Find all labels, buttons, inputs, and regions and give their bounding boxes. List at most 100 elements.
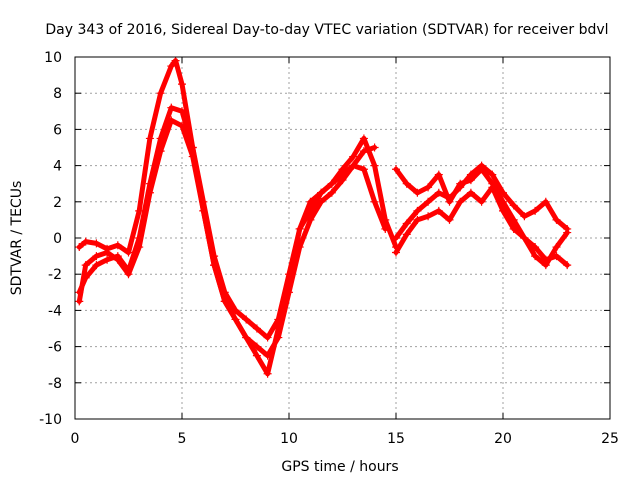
y-tick-label: 0 (53, 231, 62, 247)
series-line (76, 58, 378, 377)
data-point (252, 324, 261, 333)
data-point (75, 243, 84, 252)
data-point (499, 206, 507, 215)
data-point (424, 183, 433, 192)
data-point (317, 197, 326, 206)
y-tick-label: -2 (48, 267, 62, 283)
y-tick-labels: -10 -8 -6 -4 -2 0 2 4 6 8 10 (39, 50, 62, 428)
data-point (424, 212, 433, 221)
x-tick-label: 25 (601, 431, 619, 447)
data-point (92, 239, 101, 248)
data-point (520, 212, 529, 221)
data-point (520, 234, 529, 242)
data-point (402, 230, 411, 239)
data-point (178, 107, 186, 116)
data-point (434, 206, 443, 215)
data-point (445, 194, 454, 203)
data-point (306, 215, 315, 224)
y-tick-label: -6 (48, 340, 62, 356)
x-tick-labels: 0 5 10 15 20 25 (71, 431, 619, 447)
y-axis-title: SDTVAR / TECUs (9, 181, 25, 296)
data-point (295, 243, 304, 252)
data-point (402, 179, 411, 188)
data-point (466, 188, 475, 197)
y-tick-label: -8 (48, 376, 62, 392)
data-point (338, 176, 347, 185)
data-point (113, 255, 122, 264)
y-tick-label: 6 (53, 122, 62, 138)
data-point (477, 197, 486, 206)
data-point (92, 252, 101, 261)
data-point (413, 206, 422, 215)
series-track-3 (75, 116, 390, 360)
data-point (541, 197, 550, 206)
data-point (242, 333, 251, 342)
data-point (178, 121, 186, 130)
data-point (552, 243, 561, 252)
data-point (199, 206, 208, 215)
data-point (263, 333, 272, 342)
data-point (92, 261, 101, 270)
series-track-1 (75, 56, 379, 378)
data-point (552, 252, 561, 261)
data-point (477, 161, 486, 170)
data-point (349, 161, 358, 170)
data-point (81, 237, 90, 246)
data-point (466, 170, 475, 179)
data-point (327, 179, 336, 188)
data-point (541, 255, 550, 264)
data-point (338, 165, 347, 174)
x-tick-label: 15 (387, 431, 405, 447)
data-point (231, 315, 240, 324)
data-point (370, 197, 379, 206)
y-tick-label: 8 (53, 86, 62, 102)
y-tick-label: -4 (48, 303, 62, 319)
data-point (349, 152, 358, 161)
data-point (252, 351, 261, 360)
series-group (75, 56, 572, 378)
data-point (167, 62, 176, 71)
x-tick-label: 0 (71, 431, 80, 447)
data-point (145, 188, 154, 197)
data-point (424, 197, 433, 206)
data-point (81, 261, 90, 270)
data-point (220, 297, 229, 306)
data-point (252, 342, 261, 351)
x-tick-label: 5 (178, 431, 187, 447)
data-point (402, 219, 411, 228)
data-point (113, 241, 122, 250)
series-track-5 (392, 183, 572, 270)
data-point (124, 270, 133, 279)
data-point (499, 188, 507, 197)
data-point (445, 215, 454, 224)
data-point (103, 255, 112, 264)
data-point (103, 248, 112, 257)
data-point (563, 261, 572, 270)
data-point (171, 56, 180, 65)
data-point (156, 89, 165, 98)
data-point (563, 224, 572, 233)
data-point (188, 152, 197, 161)
data-point (381, 224, 390, 233)
data-point (263, 369, 272, 378)
y-tick-label: 10 (44, 50, 62, 66)
data-point (135, 206, 144, 215)
data-point (327, 188, 336, 197)
chart-title: Day 343 of 2016, Sidereal Day-to-day VTE… (45, 22, 608, 38)
y-tick-label: 2 (53, 195, 62, 211)
data-point (488, 183, 497, 192)
data-point (359, 134, 368, 143)
data-point (210, 261, 219, 270)
axis-ticks (74, 56, 611, 420)
data-point (509, 201, 518, 210)
data-point (263, 351, 272, 360)
data-point (167, 116, 176, 125)
y-tick-label: -10 (39, 412, 62, 428)
series-line (76, 117, 388, 359)
data-point (145, 134, 154, 143)
series-line (76, 105, 399, 341)
data-point (413, 215, 422, 224)
x-tick-label: 10 (280, 431, 298, 447)
data-point (434, 188, 443, 197)
data-point (124, 248, 133, 257)
